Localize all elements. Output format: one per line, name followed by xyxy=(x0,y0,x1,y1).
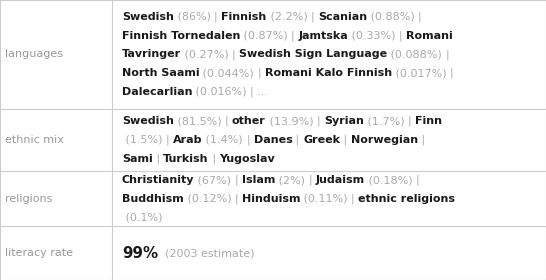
Text: |: | xyxy=(408,116,415,127)
Text: (0.87%): (0.87%) xyxy=(240,31,292,41)
Text: (0.12%): (0.12%) xyxy=(183,194,235,204)
Text: |: | xyxy=(225,116,232,127)
Text: Sami: Sami xyxy=(122,154,152,164)
Text: Finn: Finn xyxy=(415,116,442,126)
Text: |: | xyxy=(317,116,324,127)
Text: Greek: Greek xyxy=(303,135,340,145)
Text: |: | xyxy=(293,135,303,145)
Text: Arab: Arab xyxy=(173,135,203,145)
Text: Yugoslav: Yugoslav xyxy=(219,154,275,164)
Text: Judaism: Judaism xyxy=(316,175,365,185)
Text: |: | xyxy=(258,68,265,78)
Text: | ...: | ... xyxy=(250,87,268,97)
Text: Islam: Islam xyxy=(242,175,275,185)
Text: |: | xyxy=(235,175,242,185)
Text: Dalecarlian: Dalecarlian xyxy=(122,87,192,97)
Text: (0.017%): (0.017%) xyxy=(392,68,450,78)
Text: (0.27%): (0.27%) xyxy=(181,49,232,59)
Text: (0.33%): (0.33%) xyxy=(348,31,399,41)
Text: (0.18%): (0.18%) xyxy=(365,175,416,185)
Text: Christianity: Christianity xyxy=(122,175,194,185)
Text: |: | xyxy=(152,153,163,164)
Text: Romani: Romani xyxy=(406,31,453,41)
Text: other: other xyxy=(232,116,266,126)
Text: |: | xyxy=(311,11,318,22)
Text: (0.1%): (0.1%) xyxy=(122,213,162,223)
Text: (2003 estimate): (2003 estimate) xyxy=(158,248,254,258)
Text: North Saami: North Saami xyxy=(122,68,199,78)
Text: Finnish: Finnish xyxy=(221,12,266,22)
Text: Tavringer: Tavringer xyxy=(122,49,181,59)
Text: Finnish Tornedalen: Finnish Tornedalen xyxy=(122,31,240,41)
Text: Scanian: Scanian xyxy=(318,12,367,22)
Text: |: | xyxy=(418,11,425,22)
Text: (1.5%): (1.5%) xyxy=(122,135,166,145)
Text: (2%): (2%) xyxy=(275,175,308,185)
Text: |: | xyxy=(450,68,457,78)
Text: 99%: 99% xyxy=(122,246,158,261)
Text: Swedish: Swedish xyxy=(122,12,174,22)
Text: Swedish: Swedish xyxy=(122,116,174,126)
Text: Swedish Sign Language: Swedish Sign Language xyxy=(239,49,387,59)
Text: (67%): (67%) xyxy=(194,175,235,185)
Text: (2.2%): (2.2%) xyxy=(266,12,311,22)
Text: |: | xyxy=(399,30,406,41)
Text: Danes: Danes xyxy=(254,135,293,145)
Text: |: | xyxy=(166,135,173,145)
Text: (81.5%): (81.5%) xyxy=(174,116,225,126)
Text: religions: religions xyxy=(5,194,53,204)
Text: ethnic mix: ethnic mix xyxy=(5,135,64,145)
Text: Syrian: Syrian xyxy=(324,116,364,126)
Text: (86%): (86%) xyxy=(174,12,214,22)
Text: |: | xyxy=(214,11,221,22)
Text: |: | xyxy=(416,175,423,185)
Text: (1.7%): (1.7%) xyxy=(364,116,408,126)
Text: (0.016%): (0.016%) xyxy=(192,87,250,97)
Text: (1.4%): (1.4%) xyxy=(203,135,246,145)
Text: Turkish: Turkish xyxy=(163,154,209,164)
Text: |: | xyxy=(340,135,351,145)
Text: Hinduism: Hinduism xyxy=(242,194,300,204)
Text: ethnic religions: ethnic religions xyxy=(358,194,455,204)
Text: |: | xyxy=(292,30,299,41)
Text: |: | xyxy=(308,175,316,185)
Text: languages: languages xyxy=(5,49,63,59)
Text: |: | xyxy=(351,193,358,204)
Text: |: | xyxy=(209,153,219,164)
Text: Norwegian: Norwegian xyxy=(351,135,418,145)
Text: Buddhism: Buddhism xyxy=(122,194,183,204)
Text: literacy rate: literacy rate xyxy=(5,248,74,258)
Text: (0.88%): (0.88%) xyxy=(367,12,418,22)
Text: |: | xyxy=(235,193,242,204)
Text: |: | xyxy=(246,135,254,145)
Text: Romani Kalo Finnish: Romani Kalo Finnish xyxy=(265,68,392,78)
Text: (0.11%): (0.11%) xyxy=(300,194,351,204)
Text: (13.9%): (13.9%) xyxy=(266,116,317,126)
Text: |: | xyxy=(418,135,429,145)
Text: (0.044%): (0.044%) xyxy=(199,68,258,78)
Text: Jamtska: Jamtska xyxy=(299,31,348,41)
Text: |: | xyxy=(446,49,453,60)
Text: (0.088%): (0.088%) xyxy=(387,49,446,59)
Text: |: | xyxy=(232,49,239,60)
